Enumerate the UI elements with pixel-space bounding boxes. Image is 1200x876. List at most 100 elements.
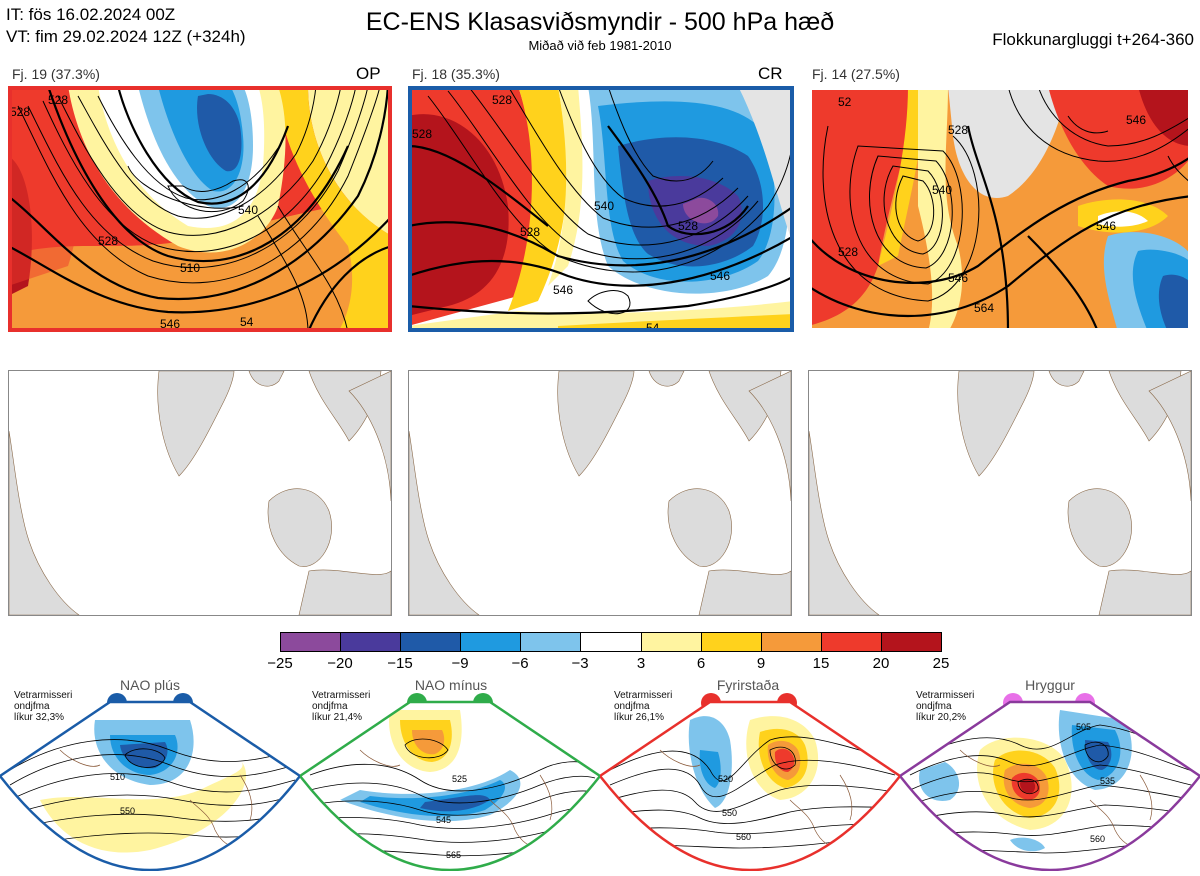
regime-note-line: líkur 20,2% [916,712,967,723]
colorbar-label: −9 [451,655,469,672]
cluster-2-contour-label: 528 [492,93,512,107]
cluster-1-contour-label: 528 [10,105,30,119]
colorbar-label: −6 [511,655,529,672]
cluster-1-tag: OP [356,64,381,83]
cluster-1-contour-label: 546 [160,317,180,331]
cluster-2-frame [408,86,794,332]
regime-note-line: líkur 26,1% [614,712,665,723]
cluster-1-contour-label: 54 [240,315,254,329]
colorbar-label: −20 [327,655,353,672]
colorbar-segment [761,633,822,651]
regime-4-contour-label: 505 [1076,722,1091,732]
regime-note-line: Vetrarmisseri [916,690,975,701]
colorbar-segment [821,633,882,651]
colorbar-segment [881,633,942,651]
colorbar-label: −3 [571,655,589,672]
regime-2-note: Vetrarmisseri ondjfma líkur 21,4% [312,690,370,723]
cluster-3-contour-label: 564 [974,301,994,315]
colorbar-label: 9 [756,655,766,672]
regime-note-line: Vetrarmisseri [14,690,73,701]
regime-4-contour-label: 535 [1100,776,1115,786]
base-map-1 [8,370,392,616]
cluster-1-contour-label: 528 [98,234,118,248]
cluster-3-contour-label: 52 [838,95,852,109]
base-map-2 [408,370,792,616]
regime-2-name: NAO mínus [414,677,488,693]
cluster-1-frame [8,86,392,332]
cluster-2-contour-label: 540 [594,199,614,213]
page-subtitle: Miðað við feb 1981-2010 [528,38,672,53]
cluster-2-contour-label: 528 [520,225,540,239]
cluster-3-contour-label: 546 [948,271,968,285]
regime-2-map: 525 545 565 [298,690,602,872]
regime-1-name: NAO plús [120,677,180,693]
regime-note-line: líkur 21,4% [312,712,363,723]
colorbar-segment [281,633,342,651]
colorbar-label: 25 [932,655,950,672]
cluster-2-map: 528 528 540 528 546 528 546 54 [408,86,794,332]
regime-3-name: Fyrirstaða [716,677,780,693]
regime-3-contour-label: 560 [736,832,751,842]
regime-4-note: Vetrarmisseri ondjfma líkur 20,2% [916,690,974,723]
colorbar-segment [701,633,762,651]
classification-window: Flokkunargluggi t+264-360 [992,30,1194,49]
regime-2-contour-label: 565 [446,850,461,860]
base-map-3 [808,370,1192,616]
run-info: IT: fös 16.02.2024 00Z VT: fim 29.02.202… [6,4,246,48]
cluster-1-map: 528 540 510 546 528 528 54 [8,86,392,332]
regime-2-contour-label: 525 [452,774,467,784]
cluster-3-label: Fj. 14 (27.5%) [812,66,900,82]
colorbar-label: −15 [387,655,413,672]
cluster-2-contour-label: 528 [678,219,698,233]
colorbar-segment [341,633,402,651]
colorbar-segment [401,633,462,651]
cluster-2-label: Fj. 18 (35.3%) [412,66,500,82]
regime-4-contour-label: 560 [1090,834,1105,844]
colorbar-label: 6 [696,655,706,672]
cluster-1-label: Fj. 19 (37.3%) [12,66,100,82]
regime-1-map: 510 550 [0,690,302,872]
colorbar-label: −25 [267,655,293,672]
colorbar-label: 15 [812,655,830,672]
regime-note-line: líkur 32,3% [14,712,65,723]
cluster-3-contour-label: 546 [1126,113,1146,127]
regime-3-contour-label: 520 [718,774,733,784]
colorbar-segment [641,633,702,651]
regime-1-contour-label: 550 [120,806,135,816]
colorbar-segment [521,633,582,651]
colorbar [280,632,942,652]
regime-note-line: Vetrarmisseri [312,690,371,701]
regime-note-line: ondjfma [14,701,50,712]
regime-3-note: Vetrarmisseri ondjfma líkur 26,1% [614,690,672,723]
regime-1-contour-label: 510 [110,772,125,782]
cluster-1-contour-label: 510 [180,261,200,275]
colorbar-label: 3 [636,655,646,672]
cluster-2-contour-label: 528 [412,127,432,141]
cluster-3-frame [808,86,1192,332]
colorbar-label: 20 [872,655,890,672]
cluster-1-contour-label: 528 [48,93,68,107]
regime-note-line: ondjfma [916,701,952,712]
colorbar-segment [581,633,642,651]
cluster-3-map: 52 528 540 528 546 546 546 564 [808,86,1192,332]
regime-note-line: ondjfma [614,701,650,712]
cluster-3-contour-label: 546 [1096,219,1116,233]
cluster-2-contour-label: 546 [553,283,573,297]
regime-2-contour-label: 545 [436,815,451,825]
initial-time: IT: fös 16.02.2024 00Z [6,5,176,24]
cluster-1-contour-label: 540 [238,203,258,217]
cluster-3-contour-label: 528 [948,123,968,137]
regime-4-name: Hryggur [1025,677,1075,693]
cluster-3-contour-label: 528 [838,245,858,259]
regime-3-contour-label: 550 [722,808,737,818]
regime-3-map: 520 550 560 [598,690,902,872]
colorbar-segment [461,633,522,651]
cluster-3-contour-label: 540 [932,183,952,197]
page-title: EC-ENS Klasasviðsmyndir - 500 hPa hæð [365,8,835,36]
regime-note-line: Vetrarmisseri [614,690,673,701]
valid-time: VT: fim 29.02.2024 12Z (+324h) [6,27,246,46]
cluster-2-tag: CR [758,64,783,83]
regime-note-line: ondjfma [312,701,348,712]
cluster-2-contour-label: 54 [646,321,660,332]
regime-1-note: Vetrarmisseri ondjfma líkur 32,3% [14,690,72,723]
